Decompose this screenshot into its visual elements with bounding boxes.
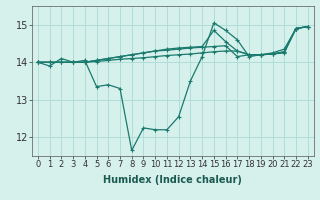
X-axis label: Humidex (Indice chaleur): Humidex (Indice chaleur) — [103, 175, 242, 185]
